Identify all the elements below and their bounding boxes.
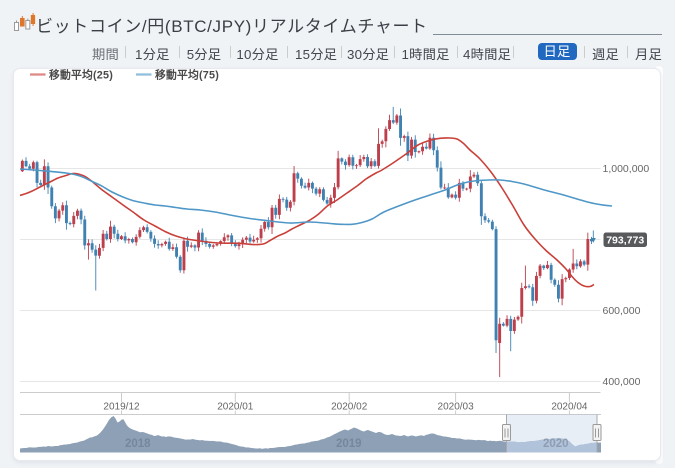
svg-text:移動平均(75): 移動平均(75) xyxy=(155,68,219,82)
svg-text:2019: 2019 xyxy=(336,438,362,450)
svg-text:移動平均(25): 移動平均(25) xyxy=(49,68,113,82)
svg-text:2020/03: 2020/03 xyxy=(438,402,475,413)
svg-text:2020: 2020 xyxy=(543,438,569,450)
svg-text:2020/01: 2020/01 xyxy=(217,402,254,413)
svg-text:2018: 2018 xyxy=(125,438,151,450)
svg-text:2020/02: 2020/02 xyxy=(331,402,368,413)
svg-text:1,000,000: 1,000,000 xyxy=(603,163,650,175)
svg-text:2019/12: 2019/12 xyxy=(103,402,140,413)
svg-text:600,000: 600,000 xyxy=(603,305,641,317)
svg-text:793,773: 793,773 xyxy=(606,234,644,246)
svg-text:400,000: 400,000 xyxy=(603,376,641,388)
svg-text:2020/04: 2020/04 xyxy=(551,402,588,413)
